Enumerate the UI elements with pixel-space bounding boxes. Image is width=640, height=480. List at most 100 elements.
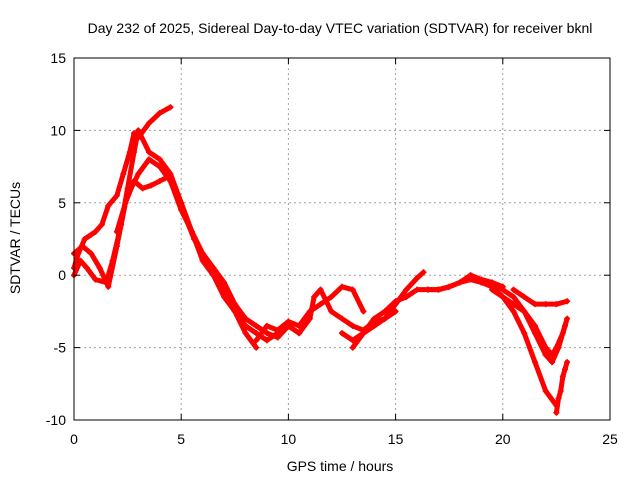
- data-point: [113, 228, 120, 235]
- data-point: [274, 334, 281, 341]
- data-point: [489, 279, 496, 286]
- series-line: [114, 156, 259, 351]
- data-point: [339, 330, 345, 337]
- data-point: [92, 276, 99, 283]
- data-point: [210, 264, 217, 271]
- data-point: [120, 170, 127, 177]
- data-point: [253, 344, 260, 351]
- series-prn-c: [71, 173, 303, 341]
- series-prn-h: [339, 269, 427, 344]
- data-point: [414, 286, 421, 293]
- data-point: [146, 156, 153, 163]
- data-point: [98, 221, 105, 228]
- x-tick-label: 0: [70, 431, 78, 447]
- data-point: [83, 264, 90, 271]
- series-prn-b: [71, 127, 281, 344]
- series-line: [71, 104, 173, 271]
- x-tick-label: 20: [495, 431, 511, 447]
- data-point: [564, 298, 571, 305]
- x-tick-label: 5: [177, 431, 185, 447]
- axis-layer: 0 5 10 15 20 25 -10 -5 0 5 10 15: [46, 50, 618, 447]
- data-point: [371, 315, 378, 322]
- data-point: [424, 286, 431, 293]
- data-point: [113, 243, 120, 250]
- data-point: [263, 337, 270, 344]
- data-point: [88, 250, 95, 257]
- y-axis-label: SDTVAR / TECUs: [7, 182, 23, 294]
- data-point: [139, 185, 146, 192]
- data-point: [559, 373, 566, 380]
- data-point: [242, 330, 249, 337]
- series-line: [489, 287, 570, 358]
- data-point: [521, 293, 528, 300]
- data-point: [542, 344, 549, 351]
- data-point: [317, 286, 324, 293]
- series-line: [71, 127, 281, 343]
- data-point: [360, 330, 367, 337]
- chart-title: Day 232 of 2025, Sidereal Day-to-day VTE…: [88, 20, 593, 36]
- data-point: [371, 322, 378, 329]
- data-point: [420, 269, 427, 276]
- series-line: [339, 269, 426, 343]
- data-point: [521, 330, 528, 337]
- data-point: [510, 301, 517, 308]
- data-point: [414, 275, 421, 282]
- data-point: [263, 322, 270, 329]
- series-prn-m: [553, 359, 571, 416]
- data-point: [564, 315, 571, 322]
- data-point: [135, 127, 142, 134]
- data-point: [446, 283, 453, 290]
- data-point: [296, 322, 303, 329]
- x-tick-label: 15: [388, 431, 404, 447]
- data-point: [349, 337, 356, 344]
- data-point: [392, 308, 399, 315]
- series-prn-k: [489, 286, 571, 358]
- data-point: [253, 322, 260, 329]
- data-point: [188, 228, 195, 235]
- data-point: [549, 351, 556, 358]
- data-point: [349, 322, 356, 329]
- data-point: [167, 178, 174, 185]
- data-point: [178, 207, 185, 214]
- data-point: [549, 359, 556, 366]
- data-point: [156, 110, 163, 117]
- data-point: [555, 395, 562, 402]
- data-point: [81, 236, 88, 242]
- y-tick-label: 5: [58, 195, 66, 211]
- data-point: [124, 192, 131, 199]
- data-point: [79, 243, 86, 250]
- data-point: [146, 120, 153, 127]
- data-point: [542, 351, 549, 358]
- data-point: [499, 293, 506, 300]
- data-point: [531, 301, 538, 308]
- data-point: [349, 286, 356, 293]
- data-point: [156, 178, 163, 185]
- data-point: [105, 283, 112, 290]
- data-point: [360, 308, 367, 315]
- data-point: [349, 344, 356, 351]
- y-tick-label: -5: [54, 340, 67, 356]
- data-point: [199, 257, 206, 264]
- x-tick-label: 10: [281, 431, 297, 447]
- y-tick-label: 0: [58, 267, 66, 283]
- data-point: [131, 149, 138, 156]
- data-point: [435, 286, 442, 293]
- data-point: [296, 330, 303, 337]
- data-point: [88, 231, 95, 238]
- data-point: [135, 170, 142, 177]
- data-point: [521, 308, 528, 315]
- data-point: [317, 301, 324, 308]
- data-point: [499, 286, 506, 293]
- data-point: [564, 359, 571, 366]
- data-point: [77, 257, 84, 264]
- data-point: [156, 163, 163, 170]
- data-point: [392, 301, 399, 308]
- data-point: [553, 409, 560, 416]
- grid-layer: [74, 58, 610, 420]
- x-tick-label: 25: [602, 431, 618, 447]
- series-prn-d: [113, 156, 260, 351]
- data-point: [253, 337, 260, 344]
- data-point: [156, 156, 163, 163]
- data-point: [553, 301, 560, 308]
